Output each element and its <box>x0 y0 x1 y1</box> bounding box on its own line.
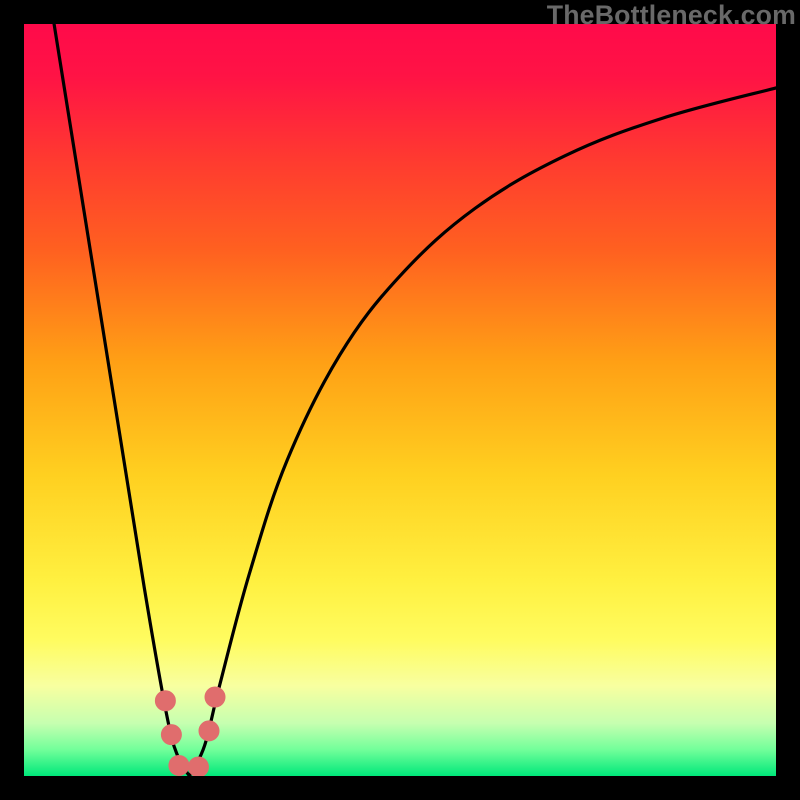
marker-point <box>169 755 189 775</box>
marker-point <box>155 691 175 711</box>
marker-point <box>205 687 225 707</box>
plot-area <box>24 24 776 776</box>
marker-point <box>161 725 181 745</box>
marker-point <box>188 757 208 776</box>
curve-right <box>189 88 776 776</box>
curve-left <box>54 24 189 776</box>
watermark-label: TheBottleneck.com <box>547 0 796 31</box>
curve-layer <box>24 24 776 776</box>
marker-point <box>199 721 219 741</box>
